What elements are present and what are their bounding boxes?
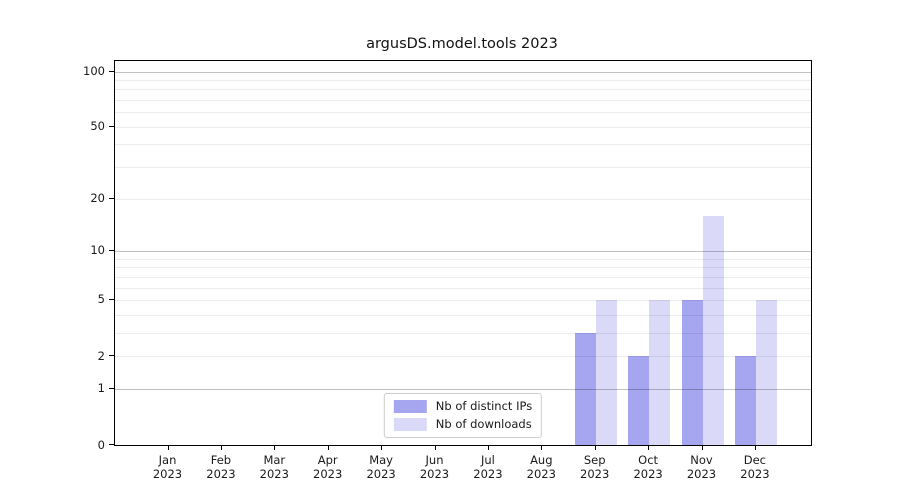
legend-label-distinct-ips: Nb of distinct IPs: [435, 399, 533, 413]
x-tick-mark: [594, 445, 596, 450]
bar-downloads: [755, 299, 777, 445]
x-tick-label: Jun 2023: [419, 453, 450, 481]
x-tick-mark: [381, 445, 383, 450]
x-tick-label: Sep 2023: [580, 453, 610, 481]
bar-distinct-ips: [628, 356, 650, 445]
gridline-minor: [115, 126, 811, 128]
y-tick-label: 100: [83, 64, 105, 78]
x-tick-mark: [541, 445, 543, 450]
legend-row: Nb of distinct IPs: [393, 399, 533, 413]
y-tick-mark: [109, 355, 114, 357]
x-tick-mark: [327, 445, 329, 450]
plot-area: Nb of distinct IPs Nb of downloads: [114, 60, 812, 446]
y-tick-label: 5: [97, 292, 105, 307]
bar-downloads: [595, 299, 617, 445]
gridline-minor: [115, 144, 811, 146]
x-tick-mark: [648, 445, 650, 450]
y-tick-mark: [109, 249, 114, 252]
gridline-minor: [115, 167, 811, 169]
y-tick-mark: [109, 444, 114, 446]
x-tick-mark: [701, 445, 703, 450]
x-tick-label: Jul 2023: [473, 453, 503, 481]
y-tick-mark: [109, 125, 114, 127]
x-tick-label: Aug 2023: [526, 453, 556, 481]
y-tick-mark: [109, 387, 114, 390]
x-tick-mark: [487, 445, 490, 450]
bar-distinct-ips: [574, 332, 596, 445]
gridline-minor: [115, 100, 811, 102]
x-tick-label: Oct 2023: [633, 453, 663, 481]
y-tick-label: 0: [97, 437, 105, 452]
legend-label-downloads: Nb of downloads: [435, 417, 532, 431]
gridline-minor: [115, 198, 811, 200]
x-tick-label: Mar 2023: [259, 453, 289, 481]
x-tick-mark: [220, 445, 223, 450]
legend: Nb of distinct IPs Nb of downloads: [383, 393, 543, 438]
x-tick-label: Apr 2023: [313, 453, 343, 481]
x-tick-label: Dec 2023: [740, 453, 770, 481]
x-tick-mark: [167, 445, 169, 450]
gridline-major: [115, 71, 811, 73]
y-tick-label: 50: [90, 119, 105, 134]
x-tick-mark: [274, 445, 276, 450]
bar-distinct-ips: [681, 299, 703, 445]
x-tick-label: Nov 2023: [686, 453, 717, 481]
bar-distinct-ips: [734, 356, 756, 445]
bar-downloads: [649, 299, 671, 445]
y-tick-label: 2: [97, 348, 105, 363]
x-tick-label: Jan 2023: [152, 453, 183, 481]
chart-title: argusDS.model.tools 2023: [366, 36, 558, 52]
legend-row: Nb of downloads: [393, 417, 532, 431]
legend-swatch-downloads: [393, 417, 427, 431]
x-tick-mark: [754, 445, 757, 450]
y-tick-mark: [109, 197, 114, 199]
y-tick-label: 1: [97, 381, 105, 396]
y-tick-label: 10: [90, 243, 105, 258]
x-tick-mark: [434, 445, 436, 450]
y-tick-label: 20: [90, 191, 105, 206]
gridline-minor: [115, 89, 811, 91]
gridline-minor: [115, 79, 811, 81]
y-tick-mark: [109, 298, 114, 301]
x-tick-label: May 2023: [366, 453, 396, 481]
legend-swatch-distinct-ips: [393, 399, 427, 413]
gridline-minor: [115, 112, 811, 114]
x-tick-label: Feb 2023: [206, 453, 236, 481]
y-tick-mark: [109, 70, 114, 72]
bar-downloads: [702, 215, 724, 445]
